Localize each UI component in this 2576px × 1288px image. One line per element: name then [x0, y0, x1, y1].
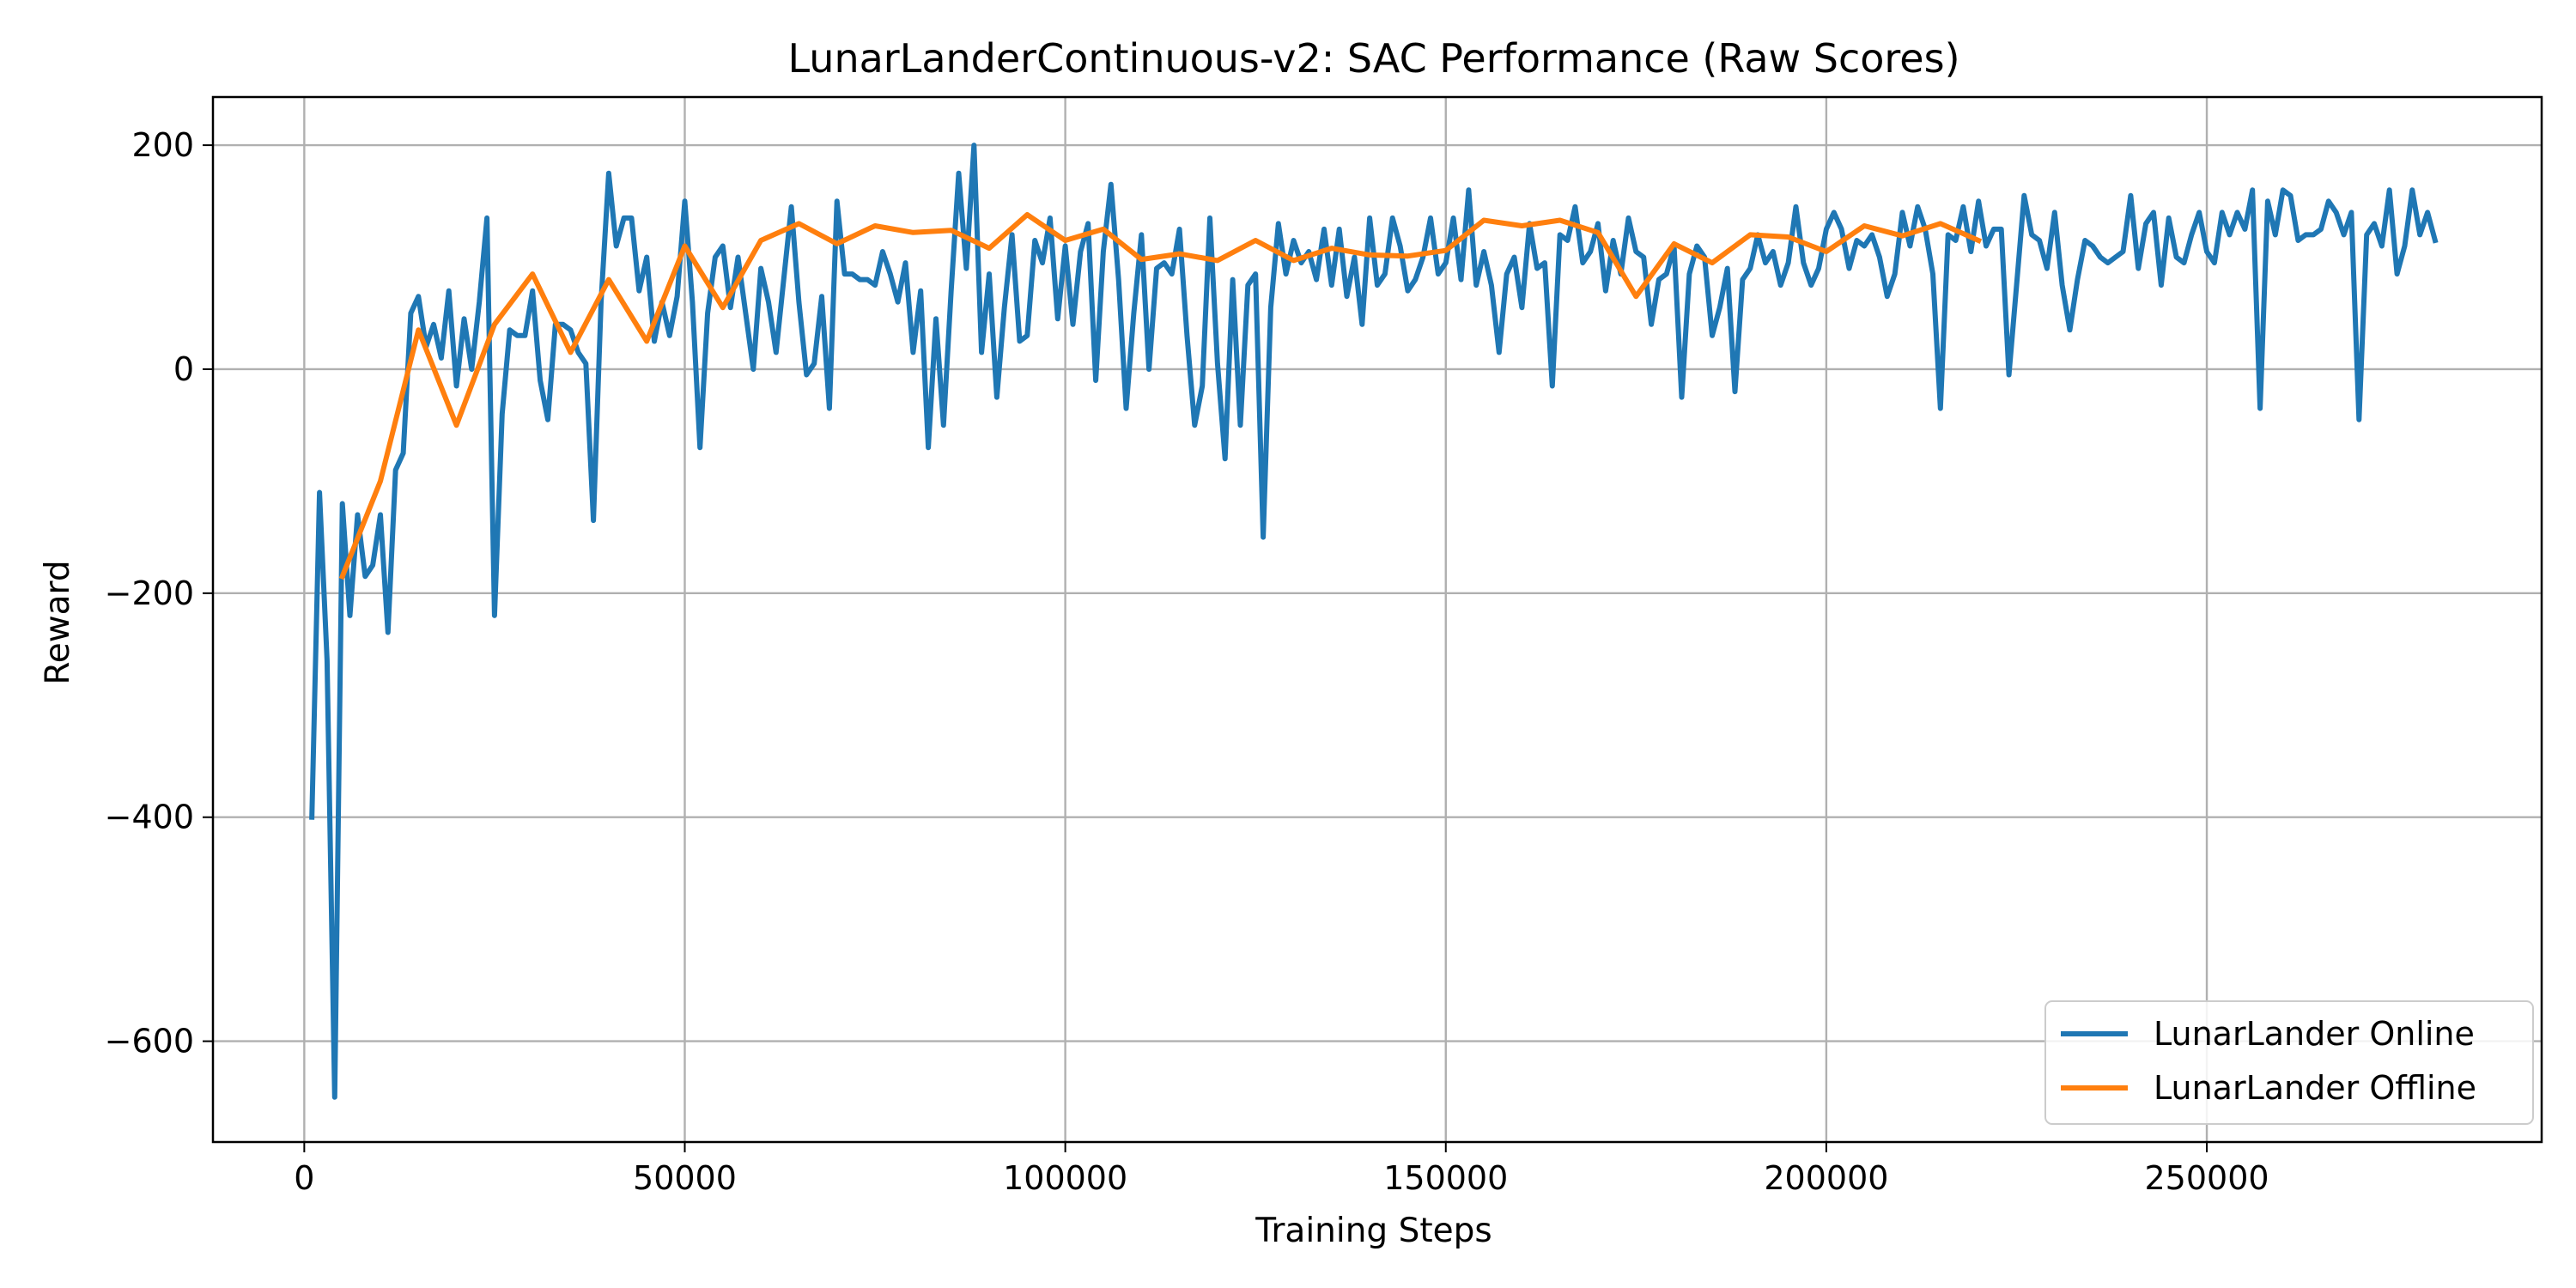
x-tick-label: 50000	[633, 1159, 737, 1197]
legend-entry: LunarLander Online	[2154, 1015, 2475, 1053]
x-tick-label: 250000	[2145, 1159, 2269, 1197]
legend-box	[2044, 1000, 2534, 1125]
y-tick-label: 0	[173, 350, 194, 388]
axis-ticks: 0 50000 100000 150000 200000 250000 200 0 −200 −4…	[105, 126, 2269, 1197]
legend-entry: LunarLander Offline	[2154, 1069, 2476, 1107]
x-tick-label: 200000	[1764, 1159, 1888, 1197]
x-tick-label: 150000	[1383, 1159, 1508, 1197]
x-axis-label: Training Steps	[1255, 1212, 1492, 1250]
y-tick-label: −600	[105, 1023, 194, 1060]
plot-frame	[211, 95, 2543, 1144]
chart-title: LunarLanderContinuous-v2: SAC Performanc…	[787, 35, 1959, 82]
series-lines	[309, 143, 2439, 1100]
y-tick-label: 200	[131, 126, 194, 164]
y-tick-label: −200	[105, 574, 194, 612]
y-axis-label: Reward	[39, 560, 77, 684]
legend: LunarLander Online LunarLander Offline	[2044, 1000, 2534, 1125]
series-line-offline	[338, 212, 1983, 580]
series-line-online	[309, 143, 2439, 1100]
y-tick-label: −400	[105, 799, 194, 836]
x-tick-label: 0	[294, 1159, 314, 1197]
x-tick-label: 100000	[1003, 1159, 1127, 1197]
